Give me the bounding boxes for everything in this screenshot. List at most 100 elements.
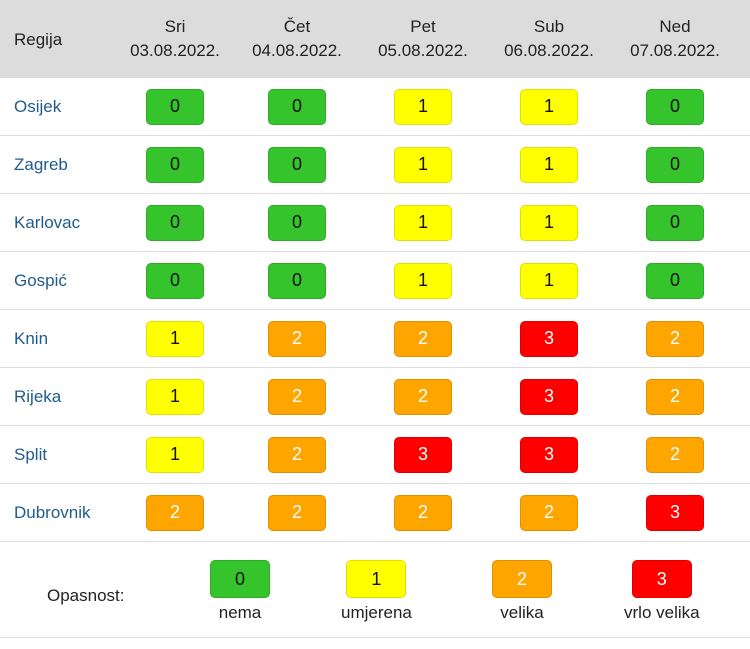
danger-cell: 1 — [116, 378, 234, 415]
danger-cell: 0 — [116, 262, 234, 299]
danger-cell: 1 — [360, 146, 486, 183]
danger-level-badge: 0 — [146, 204, 204, 241]
legend-item-0: 0 nema — [210, 560, 270, 623]
danger-level-badge: 1 — [146, 436, 204, 473]
day-header-1: Čet 04.08.2022. — [234, 15, 360, 63]
day-name: Pet — [410, 17, 436, 36]
danger-cell: 0 — [234, 146, 360, 183]
region-link[interactable]: Knin — [14, 328, 49, 348]
danger-level-badge: 2 — [268, 436, 326, 473]
legend-badge: 2 — [492, 560, 552, 598]
danger-level-badge: 2 — [268, 320, 326, 357]
danger-level-badge: 0 — [146, 262, 204, 299]
legend-badge: 0 — [210, 560, 270, 598]
region-link[interactable]: Rijeka — [14, 386, 62, 406]
danger-level-badge: 1 — [394, 204, 452, 241]
legend-name: velika — [500, 603, 544, 622]
danger-cell: 3 — [612, 494, 738, 531]
legend-item-3: 3 vrlo velika — [624, 560, 700, 623]
danger-level-badge: 1 — [394, 88, 452, 125]
region-link[interactable]: Zagreb — [14, 154, 68, 174]
day-date: 04.08.2022. — [252, 41, 342, 60]
table-row: Dubrovnik 2 2 2 2 3 — [0, 484, 750, 542]
danger-level-badge: 2 — [646, 436, 704, 473]
danger-level-badge: 0 — [268, 88, 326, 125]
table-row: Osijek 0 0 1 1 0 — [0, 78, 750, 136]
danger-level-badge: 0 — [646, 204, 704, 241]
danger-cell: 0 — [612, 146, 738, 183]
legend-name: umjerena — [341, 603, 412, 622]
region-link[interactable]: Gospić — [14, 270, 67, 290]
legend-badge: 1 — [346, 560, 407, 598]
danger-cell: 3 — [360, 436, 486, 473]
danger-level-badge: 2 — [268, 494, 326, 531]
danger-cell: 2 — [360, 320, 486, 357]
danger-cell: 2 — [234, 436, 360, 473]
region-link[interactable]: Split — [14, 444, 48, 464]
danger-level-badge: 2 — [520, 494, 578, 531]
danger-level-badge: 1 — [520, 262, 578, 299]
danger-level-badge: 3 — [520, 378, 578, 415]
danger-cell: 2 — [612, 436, 738, 473]
danger-cell: 0 — [116, 204, 234, 241]
day-date: 06.08.2022. — [504, 41, 594, 60]
day-date: 07.08.2022. — [630, 41, 720, 60]
danger-cell: 2 — [612, 378, 738, 415]
day-header-0: Sri 03.08.2022. — [116, 15, 234, 63]
danger-level-badge: 0 — [268, 262, 326, 299]
day-date: 03.08.2022. — [130, 41, 220, 60]
danger-cell: 0 — [612, 204, 738, 241]
table-header: Regija Sri 03.08.2022. Čet 04.08.2022. P… — [0, 0, 750, 78]
danger-cell: 3 — [486, 436, 612, 473]
danger-cell: 0 — [234, 262, 360, 299]
danger-level-badge: 1 — [520, 88, 578, 125]
danger-cell: 0 — [612, 88, 738, 125]
legend-name: vrlo velika — [624, 603, 700, 622]
danger-cell: 0 — [116, 88, 234, 125]
danger-level-badge: 0 — [646, 88, 704, 125]
legend-item-1: 1 umjerena — [341, 560, 412, 623]
danger-cell: 0 — [612, 262, 738, 299]
danger-cell: 0 — [234, 88, 360, 125]
danger-level-badge: 2 — [146, 494, 204, 531]
danger-level-badge: 0 — [146, 88, 204, 125]
region-link[interactable]: Osijek — [14, 96, 62, 116]
danger-cell: 3 — [486, 320, 612, 357]
danger-level-badge: 0 — [268, 204, 326, 241]
day-name: Čet — [283, 17, 311, 36]
danger-cell: 1 — [360, 262, 486, 299]
danger-cell: 1 — [360, 204, 486, 241]
danger-cell: 2 — [486, 494, 612, 531]
danger-level-badge: 2 — [268, 378, 326, 415]
legend-item-2: 2 velika — [492, 560, 552, 623]
day-name: Sri — [164, 17, 186, 36]
danger-cell: 1 — [486, 88, 612, 125]
table-row: Karlovac 0 0 1 1 0 — [0, 194, 750, 252]
table-row: Gospić 0 0 1 1 0 — [0, 252, 750, 310]
region-link[interactable]: Dubrovnik — [14, 502, 91, 522]
danger-level-badge: 3 — [394, 436, 452, 473]
danger-level-badge: 0 — [646, 262, 704, 299]
danger-level-badge: 2 — [646, 378, 704, 415]
danger-cell: 0 — [234, 204, 360, 241]
danger-cell: 2 — [234, 494, 360, 531]
table-row: Split 1 2 3 3 2 — [0, 426, 750, 484]
region-link[interactable]: Karlovac — [14, 212, 81, 232]
danger-cell: 2 — [116, 494, 234, 531]
danger-level-badge: 0 — [646, 146, 704, 183]
danger-level-badge: 1 — [520, 204, 578, 241]
legend-badge: 3 — [631, 560, 692, 598]
day-header-4: Ned 07.08.2022. — [612, 15, 738, 63]
danger-level-badge: 1 — [394, 262, 452, 299]
day-header-3: Sub 06.08.2022. — [486, 15, 612, 63]
danger-cell: 2 — [360, 494, 486, 531]
region-column-header: Regija — [14, 30, 63, 49]
danger-cell: 1 — [486, 146, 612, 183]
danger-level-badge: 1 — [146, 320, 204, 357]
danger-level-badge: 3 — [646, 494, 704, 531]
danger-level-badge: 1 — [520, 146, 578, 183]
danger-level-badge: 3 — [520, 320, 578, 357]
danger-level-badge: 0 — [268, 146, 326, 183]
danger-level-badge: 0 — [146, 146, 204, 183]
